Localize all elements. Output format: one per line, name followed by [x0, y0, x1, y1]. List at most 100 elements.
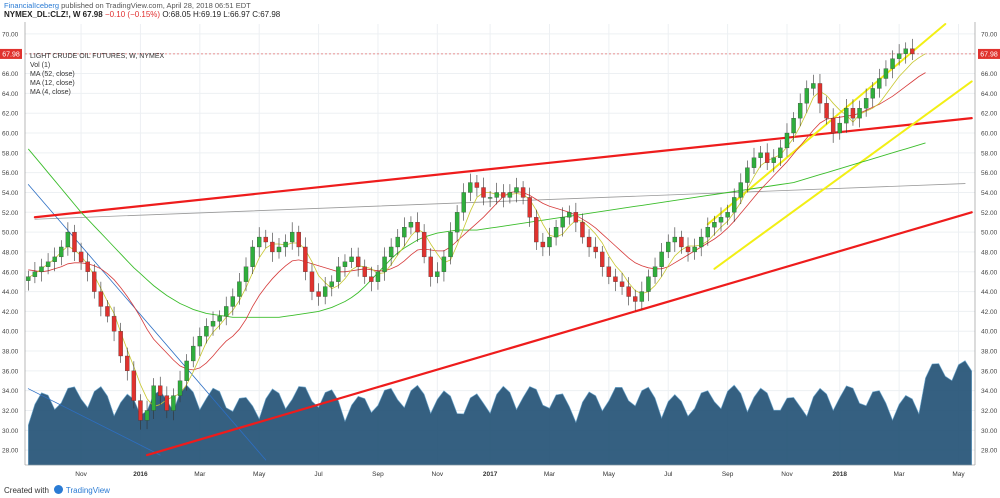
- tradingview-logo-icon: [53, 485, 63, 494]
- blue-trendline-2: [27, 388, 161, 456]
- candle-up: [547, 236, 552, 248]
- candle-up: [151, 385, 156, 411]
- candle-down: [600, 251, 605, 267]
- candle-down: [679, 236, 684, 248]
- y-tick-label-left: 44.00: [2, 289, 19, 296]
- candle-up: [811, 83, 816, 89]
- candle-up: [191, 345, 196, 362]
- x-tick-label: Mar: [544, 471, 556, 478]
- candle-up: [804, 88, 809, 104]
- candle-up: [32, 271, 38, 277]
- y-tick-label: 38.00: [981, 349, 998, 356]
- candle-up: [659, 251, 664, 267]
- x-tick-label: Sep: [372, 471, 384, 478]
- candle-down: [78, 251, 84, 262]
- candle-up: [705, 227, 711, 238]
- y-tick-label: 50.00: [981, 230, 998, 237]
- y-tick-label-left: 32.00: [2, 408, 19, 415]
- candle-up: [672, 236, 678, 243]
- x-tick-label: Jul: [664, 471, 673, 478]
- legend-item-ma4[interactable]: MA (4, close): [30, 89, 71, 96]
- y-tick-label-left: 54.00: [2, 190, 19, 197]
- candle-down: [481, 187, 486, 198]
- candle-down: [118, 331, 123, 357]
- candle-down: [910, 48, 915, 55]
- legend-item-ma12[interactable]: MA (12, close): [30, 80, 75, 87]
- candle-up: [837, 122, 842, 134]
- y-tick-label-left: 34.00: [2, 388, 19, 395]
- candle-up: [289, 231, 295, 243]
- candle-up: [639, 291, 645, 302]
- candle-down: [125, 355, 130, 372]
- chart-area[interactable]: 28.00 28.00 30.00 30.00 32.00 32.00 34.00 34.00…: [0, 22, 1000, 483]
- candle-up: [870, 88, 875, 99]
- candle-up: [322, 286, 328, 297]
- candle-down: [626, 286, 631, 297]
- legend-item-ma52[interactable]: MA (52, close): [30, 71, 75, 78]
- candle-up: [243, 266, 249, 282]
- price-axis[interactable]: 28.00 28.00 30.00 30.00 32.00 32.00 34.00 34.00…: [0, 22, 1000, 483]
- candle-down: [158, 385, 163, 396]
- tradingview-brand[interactable]: TradingView: [65, 486, 110, 495]
- candle-up: [738, 182, 743, 198]
- candle-up: [230, 296, 236, 307]
- candle-up: [771, 157, 776, 163]
- candle-up: [758, 152, 763, 158]
- y-tick-label-left: 62.00: [2, 111, 19, 118]
- candle-up: [778, 147, 783, 158]
- x-tick-label: May: [952, 471, 965, 478]
- candle-up: [877, 78, 882, 89]
- candle-up: [224, 306, 229, 317]
- candle-up: [237, 281, 242, 297]
- candle-up: [507, 192, 513, 198]
- change-value: −0.10 (−0.15%): [104, 10, 161, 19]
- candle-up: [890, 58, 895, 69]
- x-tick-label: Nov: [75, 471, 87, 478]
- candle-up: [718, 217, 724, 223]
- close-value: C:67.98: [252, 10, 281, 19]
- candle-up: [553, 227, 559, 238]
- created-with[interactable]: Created with TradingView: [4, 485, 110, 495]
- candle-up: [395, 236, 400, 248]
- moving-averages: [27, 53, 926, 407]
- ma12-line: [28, 72, 926, 371]
- candle-up: [699, 236, 704, 248]
- low-value: L:66.97: [223, 10, 250, 19]
- legend-item-volume[interactable]: Vol (1): [30, 62, 51, 69]
- x-tick-label: 2018: [833, 471, 848, 478]
- candle-down: [105, 306, 110, 317]
- candle-up: [26, 276, 31, 281]
- candle-up: [791, 117, 796, 134]
- candles: [26, 38, 915, 430]
- x-tick-label: Nov: [781, 471, 793, 478]
- candle-down: [309, 271, 315, 292]
- time-axis[interactable]: Nov 2016 Mar May Jul Sep Nov 2017 Mar May Jul Sep No…: [25, 464, 975, 478]
- candle-up: [857, 108, 862, 119]
- candle-up: [468, 182, 473, 193]
- candle-up: [375, 271, 381, 282]
- candle-down: [573, 212, 579, 223]
- candle-down: [138, 400, 143, 421]
- x-tick-label: May: [603, 471, 616, 478]
- y-tick-label: 52.00: [981, 210, 998, 217]
- candle-up: [144, 410, 150, 421]
- candle-up: [65, 231, 71, 248]
- y-tick-label: 28.00: [981, 448, 998, 455]
- price-chart-svg[interactable]: 28.00 28.00 30.00 30.00 32.00 32.00 34.00 34.00…: [0, 22, 1000, 483]
- candle-up: [52, 256, 57, 262]
- last-price: 67.98: [82, 10, 103, 19]
- candle-up: [59, 246, 64, 258]
- y-tick-label: 62.00: [981, 111, 998, 118]
- x-tick-label: 2016: [133, 471, 148, 478]
- candle-up: [342, 261, 348, 267]
- candle-up: [844, 108, 849, 124]
- open-value: O:68.05: [162, 10, 191, 19]
- candle-down: [817, 83, 823, 104]
- red-support-line: [145, 211, 973, 457]
- x-tick-label: Nov: [432, 471, 444, 478]
- author-link[interactable]: FinancialIceberg: [4, 1, 60, 10]
- indicator-legend[interactable]: LIGHT CRUDE OIL FUTURES, W, NYMEX Vol (1…: [30, 52, 164, 97]
- candle-down: [830, 117, 836, 134]
- high-value: H:69.19: [193, 10, 222, 19]
- price-tag-label: 67.98: [980, 51, 998, 58]
